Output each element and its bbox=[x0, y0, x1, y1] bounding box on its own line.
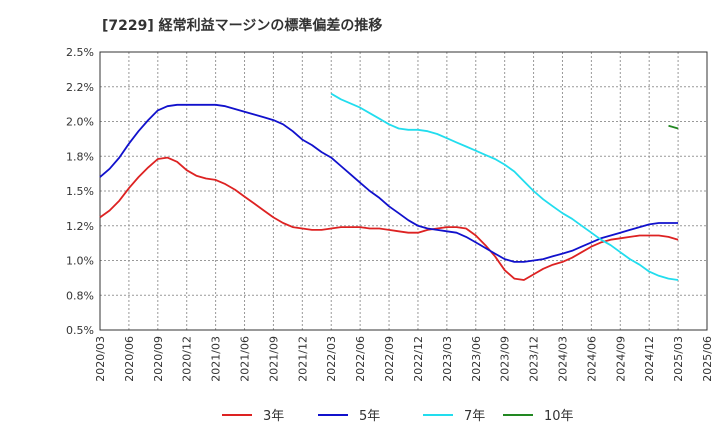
legend: 3年 5年 7年 10年 bbox=[222, 409, 574, 424]
y-tick-label: 2.2% bbox=[66, 81, 94, 94]
x-tick-label: 2020/03 bbox=[94, 336, 107, 382]
y-tick-label: 2.5% bbox=[66, 46, 94, 59]
x-tick-label: 2023/03 bbox=[441, 336, 454, 382]
series-line-10年 bbox=[668, 124, 679, 130]
series-line-5年 bbox=[99, 103, 679, 263]
x-tick-label: 2022/09 bbox=[383, 336, 396, 382]
x-tick-label: 2021/09 bbox=[267, 336, 280, 382]
x-tick-label: 2024/06 bbox=[585, 336, 598, 382]
x-tick-label: 2024/09 bbox=[614, 336, 627, 382]
y-tick-label: 1.2% bbox=[66, 220, 94, 233]
gridlines bbox=[99, 51, 708, 331]
y-tick-label: 2.0% bbox=[66, 116, 94, 129]
y-tick-label: 0.5% bbox=[66, 324, 94, 337]
legend-label: 10年 bbox=[544, 409, 574, 424]
x-tick-label: 2024/03 bbox=[556, 336, 569, 382]
x-tick-label: 2020/06 bbox=[123, 336, 136, 382]
legend-label: 3年 bbox=[263, 409, 284, 424]
x-tick-label: 2021/03 bbox=[210, 336, 223, 382]
y-tick-label: 1.8% bbox=[66, 150, 94, 163]
y-tick-label: 1.5% bbox=[66, 185, 94, 198]
x-tick-label: 2020/12 bbox=[181, 336, 194, 382]
y-tick-label: 0.8% bbox=[66, 289, 94, 302]
x-tick-label: 2021/12 bbox=[296, 336, 309, 382]
legend-label: 7年 bbox=[464, 409, 485, 424]
x-tick-label: 2024/12 bbox=[643, 336, 656, 382]
plot-area-border bbox=[99, 51, 708, 331]
series-lines bbox=[99, 92, 679, 281]
legend-label: 5年 bbox=[359, 409, 380, 424]
x-tick-label: 2022/12 bbox=[412, 336, 425, 382]
chart-title: [7229] 経常利益マージンの標準偏差の推移 bbox=[102, 17, 382, 34]
x-tick-label: 2025/06 bbox=[701, 336, 714, 382]
x-axis: 2020/03 2020/06 2020/09 2020/12 2021/03 2021/… bbox=[94, 336, 714, 382]
series-line-3年 bbox=[99, 156, 679, 281]
y-axis: 0.5% 0.8% 1.0% 1.2% 1.5% 1.8% 2.0% 2.2% 2.5% bbox=[66, 46, 94, 337]
x-tick-label: 2021/06 bbox=[239, 336, 252, 382]
x-tick-label: 2022/06 bbox=[354, 336, 367, 382]
x-tick-label: 2020/09 bbox=[152, 336, 165, 382]
series-line-7年 bbox=[330, 92, 679, 281]
x-tick-label: 2023/09 bbox=[499, 336, 512, 382]
x-tick-label: 2023/06 bbox=[470, 336, 483, 382]
y-tick-label: 1.0% bbox=[66, 255, 94, 268]
x-tick-label: 2022/03 bbox=[325, 336, 338, 382]
x-tick-label: 2023/12 bbox=[528, 336, 541, 382]
x-tick-label: 2025/03 bbox=[672, 336, 685, 382]
